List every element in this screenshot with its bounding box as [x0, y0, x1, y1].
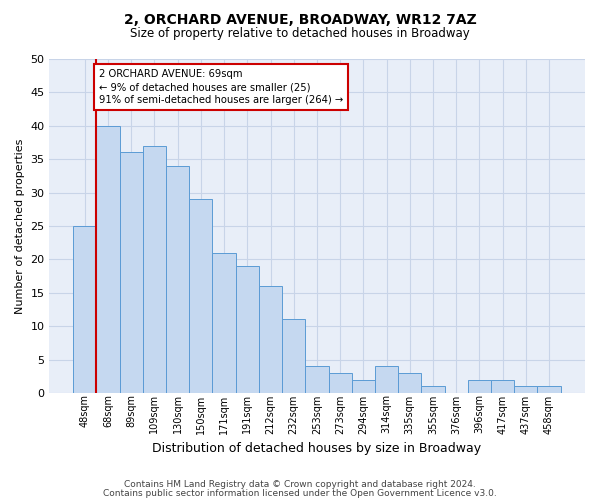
Bar	[259, 286, 282, 393]
Bar	[421, 386, 445, 393]
Bar	[73, 226, 97, 393]
Bar	[491, 380, 514, 393]
X-axis label: Distribution of detached houses by size in Broadway: Distribution of detached houses by size …	[152, 442, 481, 455]
Text: Contains HM Land Registry data © Crown copyright and database right 2024.: Contains HM Land Registry data © Crown c…	[124, 480, 476, 489]
Text: Contains public sector information licensed under the Open Government Licence v3: Contains public sector information licen…	[103, 489, 497, 498]
Bar	[468, 380, 491, 393]
Bar	[189, 199, 212, 393]
Bar	[236, 266, 259, 393]
Text: 2 ORCHARD AVENUE: 69sqm
← 9% of detached houses are smaller (25)
91% of semi-det: 2 ORCHARD AVENUE: 69sqm ← 9% of detached…	[99, 69, 343, 106]
Bar	[166, 166, 189, 393]
Bar	[375, 366, 398, 393]
Bar	[119, 152, 143, 393]
Bar	[329, 373, 352, 393]
Text: 2, ORCHARD AVENUE, BROADWAY, WR12 7AZ: 2, ORCHARD AVENUE, BROADWAY, WR12 7AZ	[124, 12, 476, 26]
Bar	[143, 146, 166, 393]
Bar	[398, 373, 421, 393]
Bar	[282, 320, 305, 393]
Bar	[97, 126, 119, 393]
Bar	[305, 366, 329, 393]
Text: Size of property relative to detached houses in Broadway: Size of property relative to detached ho…	[130, 28, 470, 40]
Bar	[212, 252, 236, 393]
Bar	[352, 380, 375, 393]
Bar	[538, 386, 560, 393]
Bar	[514, 386, 538, 393]
Y-axis label: Number of detached properties: Number of detached properties	[15, 138, 25, 314]
